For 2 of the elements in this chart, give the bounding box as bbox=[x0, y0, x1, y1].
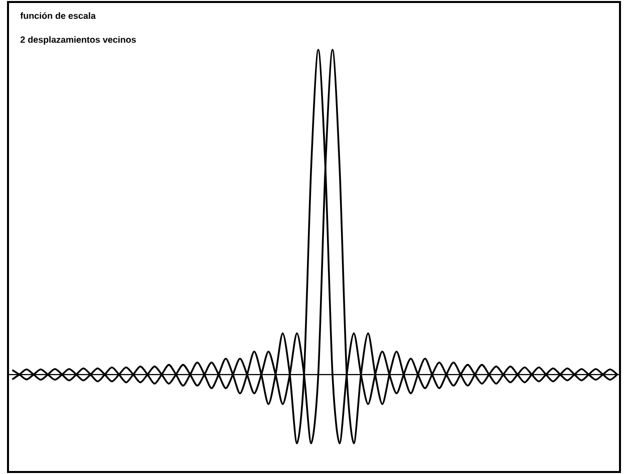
chart-subtitle: 2 desplazamientos vecinos bbox=[20, 36, 136, 45]
chart-title: función de escala bbox=[20, 12, 96, 19]
